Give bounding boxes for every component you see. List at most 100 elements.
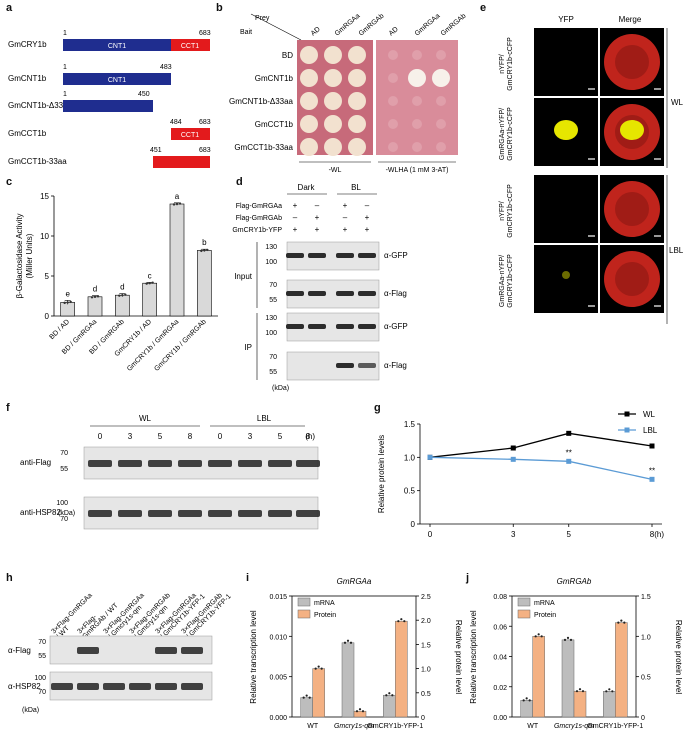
panel-label-j: j <box>466 572 470 584</box>
marker: 130 <box>265 244 277 251</box>
y2-tick-label: 0 <box>641 715 645 722</box>
y2-tick-label: 1.0 <box>641 634 651 641</box>
data-point <box>148 282 151 285</box>
blot-band <box>88 460 112 467</box>
input-label: Input <box>234 272 253 281</box>
data-point <box>611 690 614 693</box>
sign: + <box>293 225 298 234</box>
blot-band <box>208 460 232 467</box>
y-tick-label: 15 <box>40 192 49 201</box>
significance-stars: ** <box>510 446 516 455</box>
y2-tick-label: 0 <box>421 715 425 722</box>
yeast-colony <box>436 50 446 60</box>
blot-band <box>238 510 262 517</box>
blot-band <box>208 510 232 517</box>
legend-swatch <box>517 597 531 607</box>
bar <box>573 690 587 718</box>
blot-band <box>178 510 202 517</box>
cct1-label: CCT1 <box>181 43 199 50</box>
y-tick-label: 0.04 <box>493 655 507 662</box>
yfp-image <box>534 175 598 243</box>
condition-bl: BL <box>351 183 361 192</box>
blot-band <box>336 253 354 258</box>
bar <box>520 700 533 718</box>
x-tick-label: GmCRY1b-YFP-1 <box>587 723 643 730</box>
chloroplast-inner <box>615 45 649 79</box>
bar <box>87 296 103 317</box>
panel-j-dual-axis-chart: GmRGAb 0.00 0.02 0.04 0.06 0.08 0 0.5 1.0 1.5 Rela… <box>469 577 683 730</box>
blot-band <box>358 363 376 368</box>
chart-title: GmRGAa <box>337 577 372 586</box>
data-point <box>145 282 148 285</box>
blot-band <box>296 510 320 517</box>
bait-row-label: BD <box>282 51 293 60</box>
marker: 130 <box>265 315 277 322</box>
data-point <box>124 293 127 296</box>
yeast-colony <box>412 142 422 152</box>
data-point <box>302 696 305 699</box>
data-point <box>93 295 97 298</box>
bifc-row-label: GmRGAa-nYFP/GmCRY1b-cCFP <box>499 254 514 308</box>
data-point <box>175 202 179 206</box>
data-point <box>617 621 620 624</box>
panel-c-bgal-chart: 0 5 10 15 β-Galactosidase Activity (Miller Un… <box>15 192 218 373</box>
cnt1-label: CNT1 <box>108 77 126 84</box>
group-wl: WL <box>671 98 684 107</box>
prey-col-label: GmRGAa <box>414 13 442 38</box>
end-pos: 483 <box>160 64 172 71</box>
yfp-signal <box>562 271 570 279</box>
data-point <box>563 638 567 641</box>
y-axis-label: Relative protein levels <box>377 435 386 513</box>
y2-axis-label: Relative protein level <box>674 620 683 694</box>
legend-label: WL <box>643 410 656 419</box>
bar <box>142 282 157 317</box>
bar <box>115 294 130 317</box>
blot-band <box>88 510 112 517</box>
data-point <box>172 203 176 206</box>
construct-name: GmCRY1b <box>8 40 47 49</box>
y2-tick-label: 2.5 <box>421 594 431 601</box>
panel-label-g: g <box>374 402 381 414</box>
y-tick-label: 0 <box>411 520 416 529</box>
blot-band <box>155 647 177 654</box>
yeast-colony <box>348 46 366 64</box>
construct-gmcct1b: GmCCT1b 484 683 CCT1 <box>8 119 211 140</box>
legend-label: Protein <box>314 612 336 619</box>
legend-label: Protein <box>534 612 556 619</box>
data-point <box>623 621 626 624</box>
data-point <box>305 694 308 697</box>
blot-band <box>296 460 320 467</box>
blot-band <box>118 510 142 517</box>
data-point <box>427 454 433 460</box>
blot-band <box>336 291 354 296</box>
cct1-domain <box>171 128 210 140</box>
y-tick-label: 0.010 <box>269 634 287 641</box>
yfp-signal <box>554 120 578 140</box>
construct-name: GmCNT1b <box>8 74 47 83</box>
legend-label: mRNA <box>534 600 555 607</box>
antibody-label: α-GFP <box>384 251 408 260</box>
data-point <box>200 249 203 253</box>
blot-band <box>148 510 172 517</box>
panel-label-h: h <box>6 572 13 584</box>
data-point <box>566 636 570 639</box>
data-point <box>349 641 353 644</box>
bar <box>615 622 628 718</box>
yeast-colony <box>300 138 318 156</box>
kda-label: (kDa) <box>22 707 39 714</box>
timepoint: 0 <box>98 432 103 441</box>
bait-label: Bait <box>240 29 252 36</box>
prey-col-label: GmRGAb <box>358 13 386 38</box>
marker: 100 <box>265 330 277 337</box>
timepoint: 3 <box>248 432 253 441</box>
timepoint: 5 <box>158 432 163 441</box>
y-tick-label: 0.08 <box>493 594 507 601</box>
yfp-image <box>534 28 598 96</box>
yeast-colony <box>324 138 342 156</box>
x-tick-label: 5 <box>567 530 572 539</box>
yeast-colony <box>436 119 446 129</box>
data-point <box>403 620 406 623</box>
yeast-colony <box>412 119 422 129</box>
bar <box>395 620 408 718</box>
